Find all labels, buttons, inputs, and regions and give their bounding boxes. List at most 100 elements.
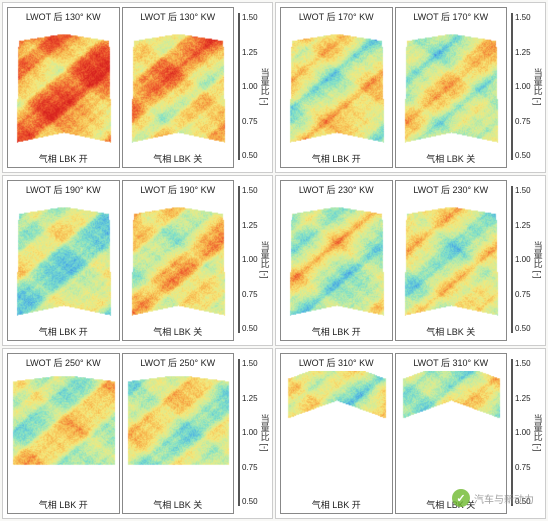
subpanel-title: LWOT 后 310° KW <box>396 354 507 371</box>
colorbar-tick: 0.50 <box>242 497 258 506</box>
subpanel-title: LWOT 后 250° KW <box>123 354 234 371</box>
subpanel-title: LWOT 后 190° KW <box>8 181 119 198</box>
colorbar-tick: 1.50 <box>515 13 531 22</box>
colorbar-tick: 1.25 <box>242 221 258 230</box>
heatmap <box>8 371 119 496</box>
subpanel-left: LWOT 后 250° KW 气相 LBK 开 <box>7 353 120 514</box>
wechat-icon: ✓ <box>452 489 470 507</box>
subpanel-title: LWOT 后 230° KW <box>396 181 507 198</box>
panel-250: LWOT 后 250° KW 气相 LBK 开LWOT 后 250° KW气相 L… <box>2 348 273 519</box>
subpanel-right: LWOT 后 190° KW 气相 LBK 关 <box>122 180 235 341</box>
colorbar-tick: 1.25 <box>515 48 531 57</box>
panel-130: LWOT 后 130° KW 气相 LBK 开 LWOT 后 130° KW 气相 L… <box>2 2 273 173</box>
colorbar-zone: 1.501.251.000.750.50当量比 [-] <box>236 176 272 345</box>
colorbar-ticks: 1.50 1.25 1.00 0.75 0.50 <box>513 186 531 333</box>
heatmap <box>123 25 234 150</box>
figure-grid: LWOT 后 130° KW 气相 LBK 开 LWOT 后 130° KW 气相 L… <box>0 0 548 521</box>
subpanel-footer: 气相 LBK 开 <box>8 150 119 167</box>
heatmap <box>396 25 507 150</box>
subpanel-left: LWOT 后 170° KW 气相 LBK 开 <box>280 7 393 168</box>
colorbar-tick: 1.00 <box>515 82 531 91</box>
colorbar-ticks: 1.50 1.25 1.00 0.75 0.50 <box>240 186 258 333</box>
colorbar-tick: 1.00 <box>242 255 258 264</box>
heatmap <box>396 198 507 323</box>
subpanel-area: LWOT 后 130° KW 气相 LBK 开 LWOT 后 130° KW 气相 L… <box>3 3 236 172</box>
colorbar-tick: 1.25 <box>242 48 258 57</box>
subpanel-right: LWOT 后 230° KW 气相 LBK 关 <box>395 180 508 341</box>
subpanel-title: LWOT 后 230° KW <box>281 181 392 198</box>
subpanel-footer: 气相 LBK 开 <box>8 323 119 340</box>
colorbar-tick: 0.50 <box>242 324 258 333</box>
colorbar-tick: 1.50 <box>242 13 258 22</box>
colorbar-tick: 0.75 <box>242 463 258 472</box>
heatmap <box>281 25 392 150</box>
heatmap <box>123 198 234 323</box>
subpanel-left: LWOT 后 190° KW 气相 LBK 开 <box>7 180 120 341</box>
subpanel-footer: 气相 LBK 开 <box>281 323 392 340</box>
colorbar-tick: 1.50 <box>515 359 531 368</box>
subpanel-area: LWOT 后 250° KW 气相 LBK 开LWOT 后 250° KW气相 L… <box>3 349 236 518</box>
heatmap <box>123 371 234 496</box>
subpanel-area: LWOT 后 190° KW 气相 LBK 开 LWOT 后 190° KW 气相 L… <box>3 176 236 345</box>
colorbar-tick: 0.50 <box>515 324 531 333</box>
heatmap <box>281 371 392 496</box>
colorbar-label: 当量比 [-] <box>531 241 546 279</box>
colorbar-label: 当量比 [-] <box>531 68 546 106</box>
colorbar-tick: 0.50 <box>515 151 531 160</box>
subpanel-title: LWOT 后 130° KW <box>8 8 119 25</box>
colorbar-tick: 0.75 <box>242 117 258 126</box>
colorbar-tick: 1.00 <box>242 428 258 437</box>
subpanel-right: LWOT 后 170° KW 气相 LBK 关 <box>395 7 508 168</box>
colorbar-tick: 0.50 <box>242 151 258 160</box>
colorbar-tick: 1.00 <box>242 82 258 91</box>
subpanel-right: LWOT 后 250° KW气相 LBK 关 <box>122 353 235 514</box>
colorbar-tick: 1.00 <box>515 255 531 264</box>
subpanel-footer: 气相 LBK 开 <box>281 496 392 513</box>
subpanel-left: LWOT 后 230° KW 气相 LBK 开 <box>280 180 393 341</box>
heatmap <box>396 371 507 496</box>
colorbar-zone: 1.50 1.25 1.00 0.75 0.50 当量比 [-] <box>509 176 545 345</box>
subpanel-title: LWOT 后 130° KW <box>123 8 234 25</box>
colorbar-tick: 0.75 <box>242 290 258 299</box>
subpanel-right: LWOT 后 130° KW 气相 LBK 关 <box>122 7 235 168</box>
heatmap <box>8 198 119 323</box>
subpanel-footer: 气相 LBK 关 <box>123 150 234 167</box>
subpanel-title: LWOT 后 250° KW <box>8 354 119 371</box>
watermark: ✓ 汽车与新动力 <box>452 489 534 507</box>
colorbar-tick: 1.50 <box>515 186 531 195</box>
subpanel-footer: 气相 LBK 开 <box>8 496 119 513</box>
colorbar-tick: 0.75 <box>515 117 531 126</box>
heatmap <box>281 198 392 323</box>
colorbar-label: 当量比 [-] <box>531 414 546 452</box>
colorbar-label: 当量比 [-] <box>258 68 273 106</box>
subpanel-left: LWOT 后 310° KW 气相 LBK 开 <box>280 353 393 514</box>
subpanel-footer: 气相 LBK 关 <box>396 323 507 340</box>
subpanel-footer: 气相 LBK 关 <box>123 323 234 340</box>
colorbar-tick: 1.25 <box>515 221 531 230</box>
colorbar-ticks: 1.50 1.25 1.00 0.75 0.50 <box>513 13 531 160</box>
colorbar-label: 当量比 [-] <box>258 414 273 452</box>
colorbar-tick: 1.50 <box>242 186 258 195</box>
subpanel-area: LWOT 后 230° KW 气相 LBK 开 LWOT 后 230° KW 气相 L… <box>276 176 509 345</box>
colorbar-tick: 1.00 <box>515 428 531 437</box>
heatmap <box>8 25 119 150</box>
colorbar-ticks: 1.50 1.25 1.00 0.75 0.50 <box>240 13 258 160</box>
subpanel-title: LWOT 后 310° KW <box>281 354 392 371</box>
panel-230: LWOT 后 230° KW 气相 LBK 开 LWOT 后 230° KW 气相 L… <box>275 175 546 346</box>
panel-170: LWOT 后 170° KW 气相 LBK 开 LWOT 后 170° KW 气相 L… <box>275 2 546 173</box>
subpanel-title: LWOT 后 170° KW <box>396 8 507 25</box>
subpanel-title: LWOT 后 170° KW <box>281 8 392 25</box>
colorbar-tick: 1.25 <box>242 394 258 403</box>
colorbar-zone: 1.50 1.25 1.00 0.75 0.50 当量比 [-] <box>236 349 272 518</box>
panel-190: LWOT 后 190° KW 气相 LBK 开 LWOT 后 190° KW 气相 L… <box>2 175 273 346</box>
subpanel-footer: 气相 LBK 关 <box>396 150 507 167</box>
subpanel-title: LWOT 后 190° KW <box>123 181 234 198</box>
subpanel-footer: 气相 LBK 开 <box>281 150 392 167</box>
colorbar-tick: 0.75 <box>515 290 531 299</box>
colorbar-tick: 1.50 <box>242 359 258 368</box>
colorbar-tick: 1.25 <box>515 394 531 403</box>
subpanel-area: LWOT 后 170° KW 气相 LBK 开 LWOT 后 170° KW 气相 L… <box>276 3 509 172</box>
colorbar-tick: 0.75 <box>515 463 531 472</box>
colorbar-ticks: 1.50 1.25 1.00 0.75 0.50 <box>240 359 258 506</box>
watermark-text: 汽车与新动力 <box>474 491 534 506</box>
